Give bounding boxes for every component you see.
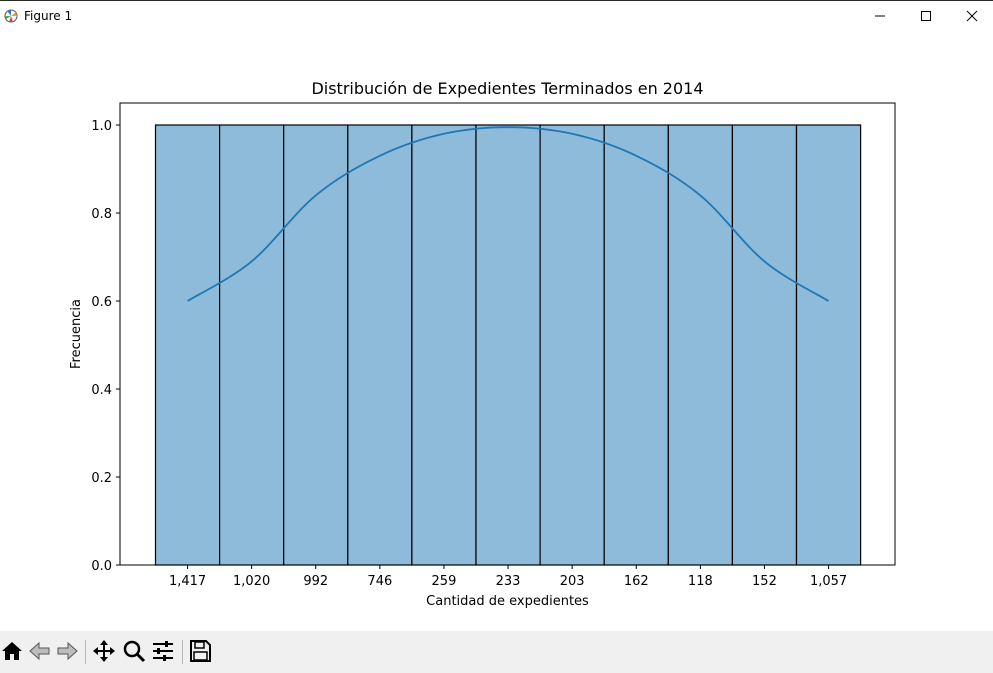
histogram-bar [667, 124, 733, 566]
kde-line [187, 126, 830, 302]
forward-button[interactable] [55, 639, 81, 665]
chart-title: Distribución de Expedientes Terminados e… [311, 79, 703, 98]
axes-frame [119, 102, 896, 566]
maximize-button[interactable] [903, 1, 949, 31]
histogram-bar [154, 124, 221, 566]
y-tick-label: 0.8 [91, 207, 112, 222]
close-button[interactable] [949, 1, 993, 31]
maximize-icon [921, 11, 931, 21]
y-tick-label: 0.2 [91, 471, 112, 486]
y-tick-label: 1.0 [91, 119, 112, 134]
histogram-bar [603, 124, 669, 566]
home-icon [2, 642, 22, 660]
home-button[interactable] [0, 639, 26, 665]
x-tick-label: 259 [432, 574, 457, 589]
zoom-button[interactable] [122, 639, 148, 665]
magnifier-icon [123, 640, 146, 663]
back-arrow-icon [29, 641, 50, 661]
navigation-toolbar [0, 631, 993, 673]
close-icon [966, 10, 978, 22]
window-titlebar: Figure 1 [0, 0, 993, 31]
pan-button[interactable] [92, 639, 118, 665]
matplotlib-app-icon [4, 9, 18, 23]
back-button[interactable] [28, 639, 54, 665]
figure-canvas[interactable]: 0.0 0.2 0.4 0.6 0.8 1.0 1,417 1,020 992 746 259 233… [0, 31, 993, 631]
minimize-button[interactable] [857, 1, 903, 31]
save-button[interactable] [188, 639, 214, 665]
configure-subplots-button[interactable] [151, 639, 177, 665]
toolbar-separator [85, 640, 86, 664]
histogram-bar [475, 124, 541, 566]
histogram-bar [283, 124, 349, 566]
floppy-disk-icon [190, 640, 211, 662]
histogram-bar [219, 124, 285, 566]
histogram-bar [411, 124, 477, 566]
x-tick-label: 118 [688, 574, 713, 589]
x-tick-label: 746 [367, 574, 392, 589]
y-tick-label: 0.0 [91, 559, 112, 574]
y-tick-label: 0.6 [91, 295, 112, 310]
histogram-bar [539, 124, 605, 566]
histogram-chart: 0.0 0.2 0.4 0.6 0.8 1.0 1,417 1,020 992 746 259 233… [69, 79, 896, 609]
histogram-bar [731, 124, 798, 566]
x-tick-label: 1,417 [169, 574, 206, 589]
y-axis-label: Frecuencia [69, 299, 84, 369]
x-tick-label: 203 [560, 574, 585, 589]
x-tick-label: 992 [303, 574, 328, 589]
histogram-bar [795, 124, 862, 566]
move-icon [93, 640, 115, 662]
y-tick-label: 0.4 [91, 383, 112, 398]
sliders-icon [153, 641, 173, 661]
x-tick-label: 162 [624, 574, 649, 589]
x-tick-label: 1,020 [233, 574, 270, 589]
x-tick-label: 233 [496, 574, 521, 589]
toolbar-separator [182, 640, 183, 664]
window-title: Figure 1 [24, 9, 73, 23]
x-axis-label: Cantidad de expedientes [426, 594, 589, 609]
x-tick-label: 152 [752, 574, 777, 589]
histogram-bar [347, 124, 413, 566]
x-tick-label: 1,057 [810, 574, 847, 589]
minimize-icon [875, 15, 885, 17]
forward-arrow-icon [57, 641, 78, 661]
